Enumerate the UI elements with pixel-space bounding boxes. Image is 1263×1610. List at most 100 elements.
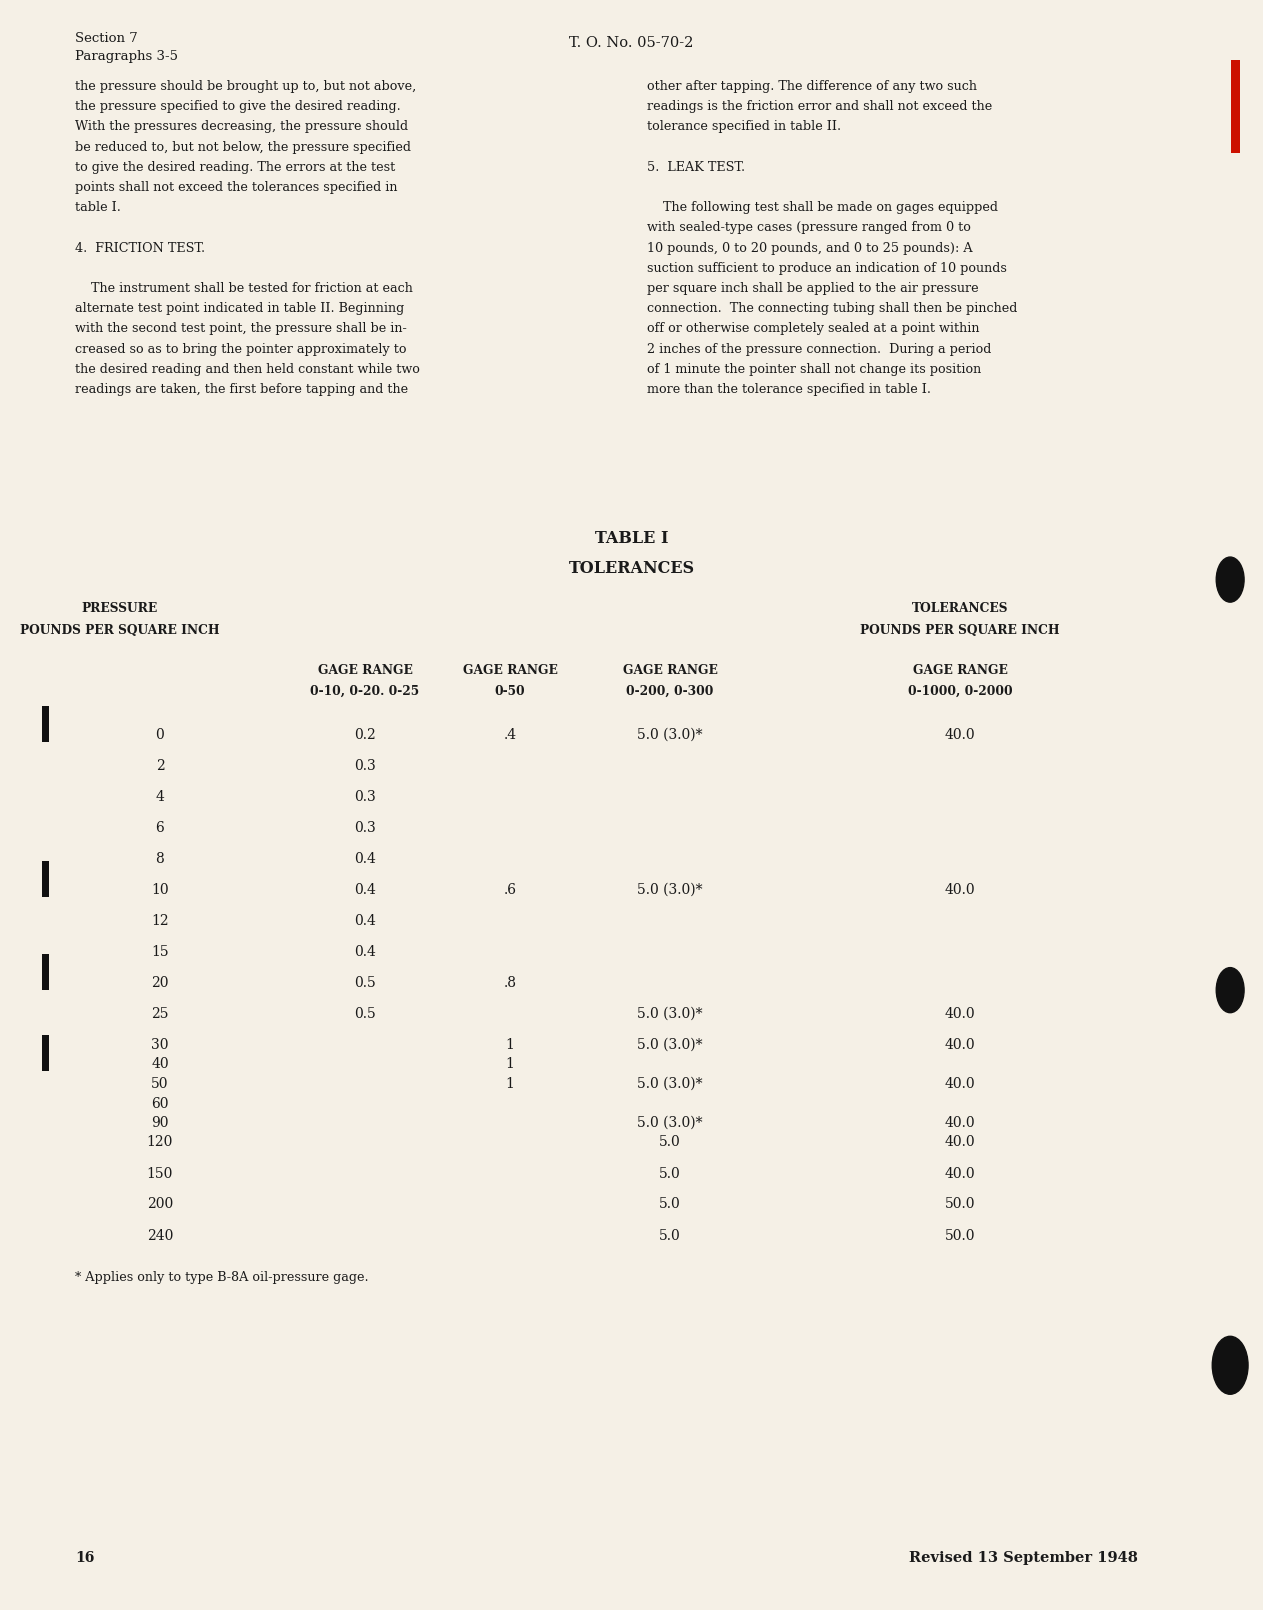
Text: 0.3: 0.3: [354, 758, 376, 773]
Text: 5.0 (3.0)*: 5.0 (3.0)*: [638, 882, 702, 897]
Text: 0.2: 0.2: [354, 728, 376, 742]
Text: POUNDS PER SQUARE INCH: POUNDS PER SQUARE INCH: [20, 625, 220, 638]
Text: 0.4: 0.4: [354, 882, 376, 897]
Text: 10: 10: [152, 882, 169, 897]
Text: 40.0: 40.0: [945, 728, 975, 742]
Text: GAGE RANGE: GAGE RANGE: [317, 663, 413, 676]
Text: GAGE RANGE: GAGE RANGE: [623, 663, 717, 676]
Text: the desired reading and then held constant while two: the desired reading and then held consta…: [75, 362, 419, 375]
Text: alternate test point indicated in table II. Beginning: alternate test point indicated in table …: [75, 303, 404, 316]
Text: 20: 20: [152, 976, 169, 990]
Text: 0.4: 0.4: [354, 914, 376, 927]
Text: 40.0: 40.0: [945, 1135, 975, 1150]
Text: the pressure specified to give the desired reading.: the pressure specified to give the desir…: [75, 100, 400, 113]
Text: 12: 12: [152, 914, 169, 927]
Text: 50: 50: [152, 1077, 169, 1092]
Text: 5.0: 5.0: [659, 1167, 681, 1180]
Text: 0.5: 0.5: [354, 1006, 376, 1021]
Text: 40: 40: [152, 1058, 169, 1072]
Text: 1: 1: [505, 1038, 514, 1051]
Text: 150: 150: [147, 1167, 173, 1180]
Text: 4: 4: [155, 791, 164, 803]
Text: 25: 25: [152, 1006, 169, 1021]
Text: 120: 120: [147, 1135, 173, 1150]
Text: 5.0 (3.0)*: 5.0 (3.0)*: [638, 728, 702, 742]
Text: * Applies only to type B-8A oil-pressure gage.: * Applies only to type B-8A oil-pressure…: [75, 1272, 369, 1285]
Text: 0.3: 0.3: [354, 821, 376, 836]
Text: Revised 13 September 1948: Revised 13 September 1948: [909, 1550, 1138, 1565]
Text: per square inch shall be applied to the air pressure: per square inch shall be applied to the …: [647, 282, 978, 295]
Text: 40.0: 40.0: [945, 1006, 975, 1021]
Text: 5.  LEAK TEST.: 5. LEAK TEST.: [647, 161, 745, 174]
Text: 50.0: 50.0: [945, 1198, 975, 1211]
Bar: [42, 861, 48, 897]
Text: to give the desired reading. The errors at the test: to give the desired reading. The errors …: [75, 161, 395, 174]
Text: 1: 1: [505, 1077, 514, 1092]
Text: connection.  The connecting tubing shall then be pinched: connection. The connecting tubing shall …: [647, 303, 1017, 316]
Ellipse shape: [1212, 1336, 1248, 1394]
Text: 6: 6: [155, 821, 164, 836]
Text: 40.0: 40.0: [945, 1167, 975, 1180]
Text: more than the tolerance specified in table I.: more than the tolerance specified in tab…: [647, 383, 931, 396]
Text: 0-200, 0-300: 0-200, 0-300: [626, 684, 714, 699]
Text: other after tapping. The difference of any two such: other after tapping. The difference of a…: [647, 80, 976, 93]
Bar: [42, 955, 48, 990]
Text: GAGE RANGE: GAGE RANGE: [462, 663, 557, 676]
Text: 15: 15: [152, 945, 169, 960]
Text: 40.0: 40.0: [945, 882, 975, 897]
Text: 40.0: 40.0: [945, 1038, 975, 1051]
Text: 0: 0: [155, 728, 164, 742]
Text: 5.0 (3.0)*: 5.0 (3.0)*: [638, 1038, 702, 1051]
Text: 2: 2: [155, 758, 164, 773]
Text: 0.5: 0.5: [354, 976, 376, 990]
Ellipse shape: [1216, 557, 1244, 602]
Text: 5.0 (3.0)*: 5.0 (3.0)*: [638, 1006, 702, 1021]
Text: .8: .8: [504, 976, 517, 990]
Text: With the pressures decreasing, the pressure should: With the pressures decreasing, the press…: [75, 121, 408, 134]
Ellipse shape: [1216, 968, 1244, 1013]
Text: tolerance specified in table II.: tolerance specified in table II.: [647, 121, 841, 134]
Text: 10 pounds, 0 to 20 pounds, and 0 to 25 pounds): A: 10 pounds, 0 to 20 pounds, and 0 to 25 p…: [647, 242, 973, 254]
Text: TABLE I: TABLE I: [595, 530, 668, 547]
Text: 50.0: 50.0: [945, 1228, 975, 1243]
Text: readings is the friction error and shall not exceed the: readings is the friction error and shall…: [647, 100, 991, 113]
Text: off or otherwise completely sealed at a point within: off or otherwise completely sealed at a …: [647, 322, 979, 335]
Text: 5.0: 5.0: [659, 1228, 681, 1243]
Text: 5.0 (3.0)*: 5.0 (3.0)*: [638, 1077, 702, 1092]
Text: .6: .6: [504, 882, 517, 897]
Text: 5.0 (3.0)*: 5.0 (3.0)*: [638, 1116, 702, 1130]
Text: with the second test point, the pressure shall be in-: with the second test point, the pressure…: [75, 322, 407, 335]
Text: 0.4: 0.4: [354, 852, 376, 866]
Text: The instrument shall be tested for friction at each: The instrument shall be tested for frict…: [75, 282, 413, 295]
Text: POUNDS PER SQUARE INCH: POUNDS PER SQUARE INCH: [860, 625, 1060, 638]
Text: 40.0: 40.0: [945, 1077, 975, 1092]
Text: points shall not exceed the tolerances specified in: points shall not exceed the tolerances s…: [75, 180, 398, 193]
Bar: [42, 707, 48, 742]
Text: 5.0: 5.0: [659, 1135, 681, 1150]
Text: the pressure should be brought up to, but not above,: the pressure should be brought up to, bu…: [75, 80, 417, 93]
Text: 0-10, 0-20. 0-25: 0-10, 0-20. 0-25: [311, 684, 419, 699]
Text: 5.0: 5.0: [659, 1198, 681, 1211]
Bar: [1231, 60, 1240, 153]
Text: 240: 240: [147, 1228, 173, 1243]
Text: PRESSURE: PRESSURE: [82, 602, 158, 615]
Text: with sealed-type cases (pressure ranged from 0 to: with sealed-type cases (pressure ranged …: [647, 222, 970, 235]
Text: 200: 200: [147, 1198, 173, 1211]
Text: readings are taken, the first before tapping and the: readings are taken, the first before tap…: [75, 383, 408, 396]
Text: 90: 90: [152, 1116, 169, 1130]
Text: 1: 1: [505, 1058, 514, 1072]
Text: T. O. No. 05-70-2: T. O. No. 05-70-2: [570, 35, 693, 50]
Text: of 1 minute the pointer shall not change its position: of 1 minute the pointer shall not change…: [647, 362, 981, 375]
Text: 60: 60: [152, 1096, 169, 1111]
Text: 0-1000, 0-2000: 0-1000, 0-2000: [908, 684, 1013, 699]
Text: Section 7: Section 7: [75, 32, 138, 45]
Bar: [42, 1035, 48, 1072]
Text: 0.4: 0.4: [354, 945, 376, 960]
Text: GAGE RANGE: GAGE RANGE: [913, 663, 1008, 676]
Text: Paragraphs 3-5: Paragraphs 3-5: [75, 50, 178, 63]
Text: suction sufficient to produce an indication of 10 pounds: suction sufficient to produce an indicat…: [647, 262, 1007, 275]
Text: 16: 16: [75, 1550, 95, 1565]
Text: TOLERANCES: TOLERANCES: [568, 560, 695, 576]
Text: 0-50: 0-50: [495, 684, 525, 699]
Text: 4.  FRICTION TEST.: 4. FRICTION TEST.: [75, 242, 205, 254]
